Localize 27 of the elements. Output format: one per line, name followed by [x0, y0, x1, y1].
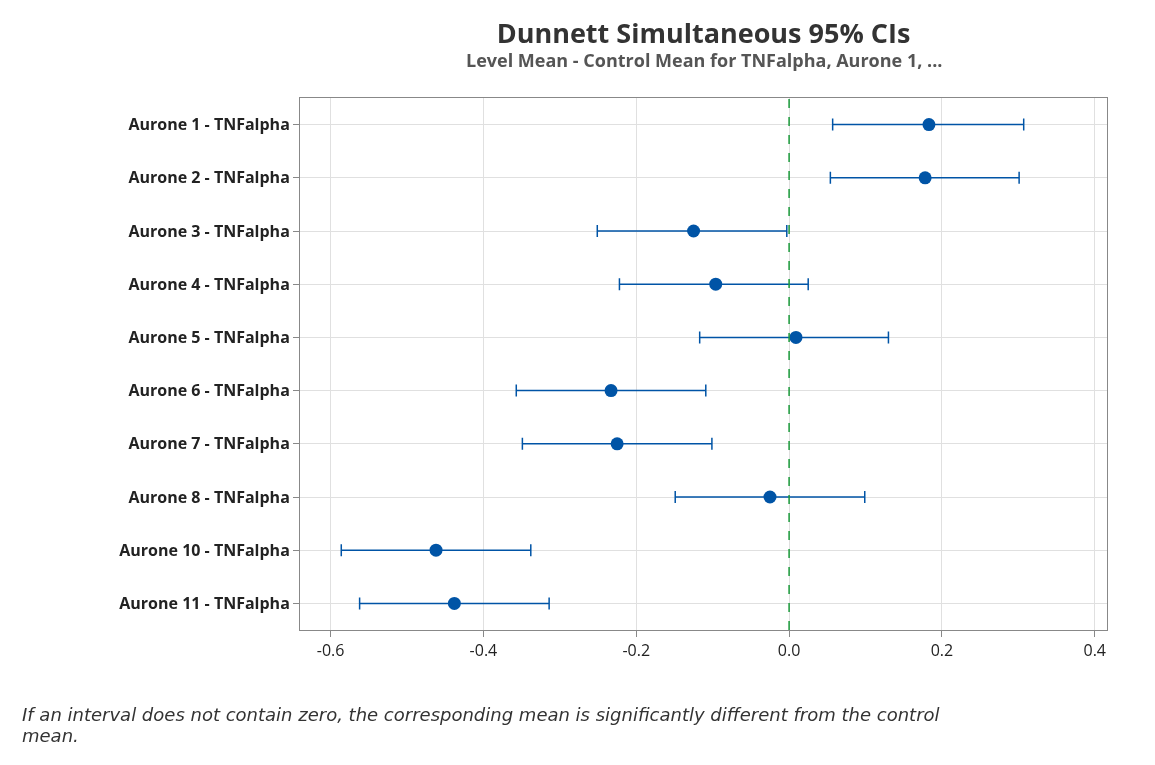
point	[687, 224, 701, 238]
text: If an interval does not contain zero, the corresponding mean is significantly different from the control mean.	[22, 704, 941, 746]
y-tick-label: Aurone 1 - TNFalpha	[128, 113, 290, 136]
x-tick-label: -0.2	[622, 639, 651, 662]
point	[789, 330, 803, 344]
x-tick-label: 0.4	[1083, 639, 1107, 662]
point	[918, 171, 932, 185]
point	[604, 384, 618, 398]
point	[763, 490, 777, 504]
x-tick-label: 0.2	[930, 639, 954, 662]
y-tick-label: Aurone 8 - TNFalpha	[128, 485, 290, 508]
x-tick-label: -0.4	[469, 639, 498, 662]
point	[922, 118, 936, 132]
y-tick-label: Aurone 7 - TNFalpha	[128, 432, 290, 455]
y-tick-label: Aurone 4 - TNFalpha	[128, 272, 290, 295]
y-tick-label: Aurone 11 - TNFalpha	[119, 592, 290, 614]
point	[610, 437, 624, 451]
point	[429, 543, 443, 557]
y-tick-label: Aurone 5 - TNFalpha	[128, 326, 290, 348]
x-tick-label: 0.0	[777, 639, 801, 662]
y-tick-label: Aurone 6 - TNFalpha	[128, 379, 290, 402]
x-tick-label: -0.6	[316, 639, 345, 662]
y-tick-label: Aurone 3 - TNFalpha	[128, 219, 290, 242]
point	[709, 277, 723, 291]
y-tick-label: Aurone 2 - TNFalpha	[128, 166, 290, 189]
point	[447, 596, 461, 610]
y-tick-label: Aurone 10 - TNFalpha	[119, 538, 290, 561]
